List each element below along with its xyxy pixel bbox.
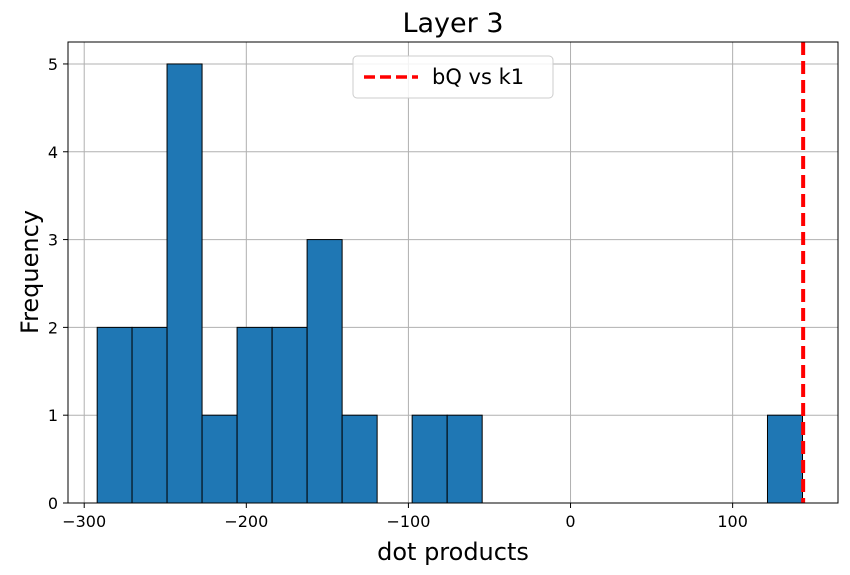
histogram-bar [96,326,133,504]
y-tick-label: 0 [48,494,58,513]
y-axis-ticks: 0 1 2 3 4 5 [48,55,68,513]
y-tick-label: 1 [48,406,58,425]
histogram-bar [166,63,203,504]
chart-title: Layer 3 [402,8,503,39]
histogram-bar [446,414,483,504]
y-tick-label: 4 [48,143,58,162]
histogram-bar [131,326,168,504]
x-tick-label: −300 [62,512,106,531]
histogram-bar [306,239,343,504]
y-tick-label: 5 [48,55,58,74]
histogram-bar [201,414,238,504]
histogram-bar [236,326,273,504]
histogram-bars [96,63,803,504]
y-tick-label: 3 [48,231,58,250]
x-axis-ticks: −300 −200 −100 0 100 [62,503,748,531]
histogram-bar [766,414,803,504]
y-tick-label: 2 [48,318,58,337]
legend: bQ vs k1 [352,55,554,99]
x-tick-label: 0 [565,512,575,531]
x-tick-label: −200 [224,512,268,531]
x-tick-label: 100 [717,512,748,531]
y-axis-label: Frequency [16,210,44,334]
histogram-bar [271,326,308,504]
plot-frame [67,41,839,504]
legend-box [352,55,554,99]
histogram-bar [341,414,378,504]
histogram-bar [411,414,448,504]
x-tick-label: −100 [386,512,430,531]
x-axis-label: dot products [377,538,529,566]
legend-label: bQ vs k1 [432,65,524,89]
